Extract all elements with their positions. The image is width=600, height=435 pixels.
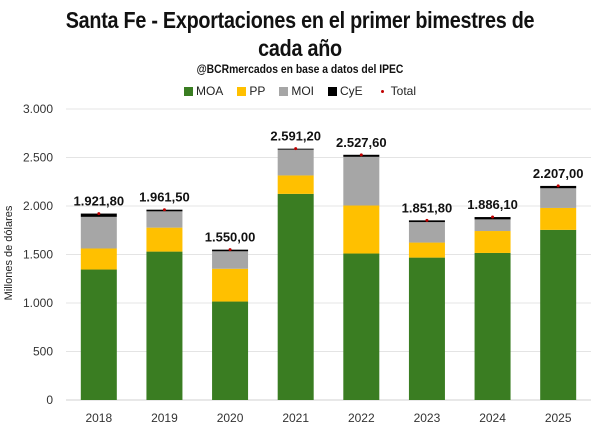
legend-label-pp: PP bbox=[249, 84, 266, 98]
total-data-label: 2.527,60 bbox=[336, 135, 387, 150]
total-data-label: 1.886,10 bbox=[467, 197, 518, 212]
legend-swatch-moi bbox=[279, 86, 289, 96]
total-data-label: 1.851,80 bbox=[402, 200, 453, 215]
y-tick-label: 1.000 bbox=[23, 296, 53, 310]
bar-segment-pp bbox=[277, 175, 314, 194]
bar-segment-moi bbox=[343, 156, 380, 206]
legend-item-moi: MOI bbox=[279, 84, 314, 98]
x-tick-label: 2023 bbox=[414, 411, 441, 425]
y-tick-label: 2.000 bbox=[23, 199, 53, 213]
data-labels: 1.921,80 1.961,50 1.550,00 2.591,20 2.527,60… bbox=[74, 129, 584, 245]
x-tick-label: 2021 bbox=[282, 411, 309, 425]
legend-label-total: Total bbox=[390, 84, 417, 98]
legend-label-cye: CyE bbox=[340, 84, 363, 98]
bar-segment-pp bbox=[146, 227, 183, 252]
bar-segment-moa bbox=[343, 253, 380, 400]
bar-segment-moi bbox=[212, 251, 249, 269]
y-tick-label: 2.500 bbox=[23, 151, 53, 165]
total-marker bbox=[425, 218, 429, 222]
bar-segment-moi bbox=[277, 149, 314, 176]
legend-swatch-cye bbox=[328, 86, 337, 96]
total-marker bbox=[491, 215, 495, 219]
total-marker bbox=[556, 184, 560, 188]
y-tick-label: 3.000 bbox=[23, 102, 53, 116]
total-markers bbox=[97, 147, 560, 252]
bar-segment-moi bbox=[540, 188, 577, 208]
bar-segment-moa bbox=[408, 257, 445, 400]
total-marker bbox=[294, 147, 298, 151]
bar-segment-moa bbox=[540, 229, 577, 400]
legend-item-moa: MOA bbox=[183, 84, 224, 98]
bar-segment-moa bbox=[146, 251, 183, 400]
total-marker bbox=[162, 208, 166, 212]
bar-segment-pp bbox=[212, 268, 249, 302]
x-tick-label: 2024 bbox=[479, 411, 506, 425]
chart-title-line2: cada año bbox=[258, 35, 342, 61]
gridlines bbox=[66, 108, 591, 401]
total-data-label: 1.921,80 bbox=[74, 194, 125, 209]
chart-title-line1: Santa Fe - Exportaciones en el primer bi… bbox=[65, 7, 535, 33]
x-tick-label: 2018 bbox=[85, 411, 112, 425]
x-tick-label: 2025 bbox=[545, 411, 572, 425]
bar-segment-moa bbox=[80, 269, 117, 400]
y-tick-label: 0 bbox=[46, 393, 53, 407]
legend-swatch-moa bbox=[183, 86, 193, 96]
chart-title: Santa Fe - Exportaciones en el primer bi… bbox=[42, 6, 558, 62]
legend: MOA PP MOI CyE Total bbox=[0, 84, 600, 98]
legend-item-total: Total bbox=[377, 84, 416, 98]
bar-segment-moa bbox=[277, 193, 314, 400]
y-tick-label: 1.500 bbox=[23, 248, 53, 262]
legend-item-cye: CyE bbox=[328, 84, 363, 98]
bar-segment-pp bbox=[408, 242, 445, 258]
total-data-label: 2.591,20 bbox=[270, 129, 321, 144]
total-data-label: 1.961,50 bbox=[139, 190, 190, 205]
chart-subtitle: @BCRmercados en base a datos del IPEC bbox=[196, 64, 404, 76]
total-data-label: 2.207,00 bbox=[533, 166, 584, 181]
bar-segment-cye bbox=[80, 213, 117, 217]
bar-segment-moi bbox=[474, 219, 511, 232]
y-tick-label: 500 bbox=[33, 345, 53, 359]
total-marker bbox=[359, 153, 363, 157]
bar-segment-moi bbox=[146, 211, 183, 228]
bar-segment-pp bbox=[474, 231, 511, 253]
x-tick-label: 2019 bbox=[151, 411, 178, 425]
y-axis-ticks: 0 500 1.000 1.500 2.000 2.500 3.000 bbox=[23, 102, 53, 407]
total-marker bbox=[228, 248, 232, 252]
bar-segment-pp bbox=[80, 248, 117, 270]
legend-label-moi: MOI bbox=[291, 84, 314, 98]
bar-segment-moi bbox=[408, 222, 445, 243]
bars bbox=[80, 148, 577, 400]
bar-segment-moa bbox=[474, 252, 511, 400]
bar-segment-pp bbox=[343, 205, 380, 254]
legend-marker-total bbox=[380, 89, 384, 93]
legend-item-pp: PP bbox=[237, 84, 265, 98]
legend-swatch-pp bbox=[237, 86, 247, 96]
bar-segment-moa bbox=[212, 301, 249, 400]
x-tick-label: 2020 bbox=[217, 411, 244, 425]
total-data-label: 1.550,00 bbox=[205, 230, 256, 245]
legend-label-moa: MOA bbox=[195, 84, 224, 98]
bar-segment-moi bbox=[80, 216, 117, 249]
bar-segment-pp bbox=[540, 207, 577, 230]
x-axis-ticks: 2018 2019 2020 2021 2022 2023 2024 2025 bbox=[85, 411, 571, 425]
x-tick-label: 2022 bbox=[348, 411, 375, 425]
total-marker bbox=[97, 212, 101, 216]
